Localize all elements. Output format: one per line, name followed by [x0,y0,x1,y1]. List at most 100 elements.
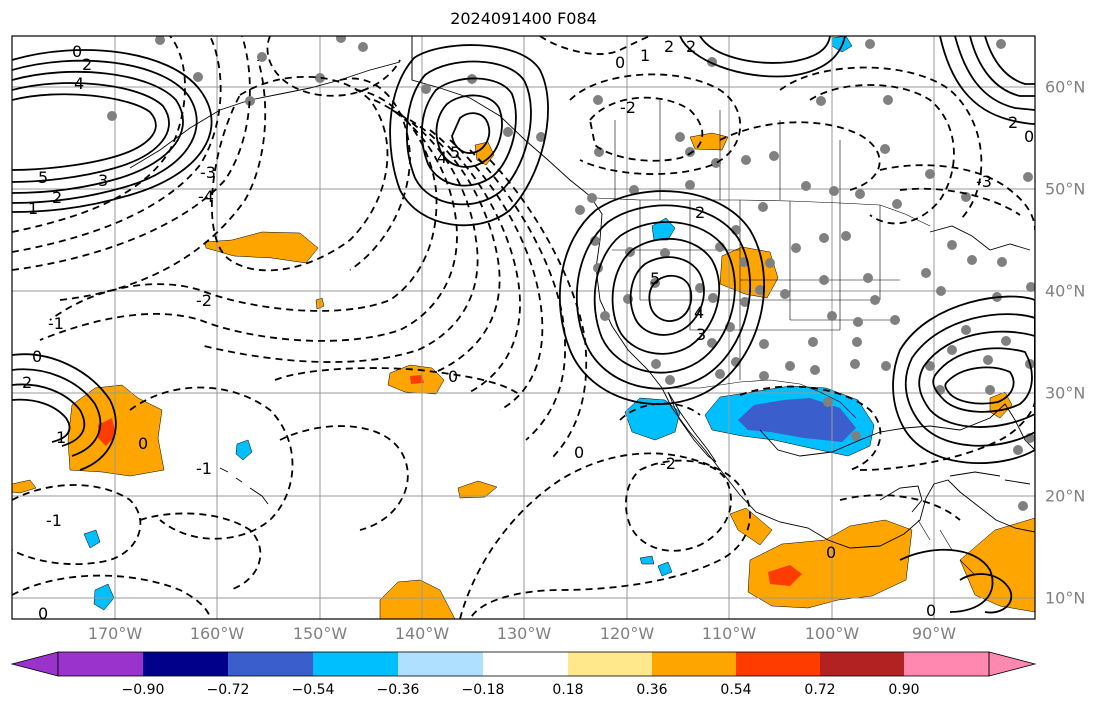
colorbar-tick-label: 0.72 [804,682,836,698]
us-mexico-border [662,379,857,419]
latitude-label: 30°N [1045,383,1086,403]
map-frame [11,35,1036,620]
contour-label: 5 [38,168,48,187]
negative-anomaly-area [738,398,856,442]
positive-anomaly-area [204,231,319,264]
colorbar-tick-label: 0.18 [552,682,584,698]
contour-label: -1 [46,511,62,530]
longitude-label: 170°W [87,624,143,643]
contour-label: 2 [695,203,705,222]
state-borders [612,200,900,380]
colorbar-segment [736,652,820,676]
colorbar-segment [313,652,398,676]
positive-anomaly-area [747,519,913,609]
yucatan-coastline [879,485,923,513]
negative-anomaly-area [657,561,673,577]
colorbar-extend-high [988,651,1037,677]
caribbean-islands [949,471,1031,485]
contour-label: -2 [620,98,636,117]
longitude-label: 160°W [189,624,245,643]
longitude-label: 140°W [394,624,450,643]
central-america-borders [917,519,976,576]
contour-label: 2 [1008,113,1018,132]
canada-provinces [411,36,841,203]
contour-label: 0 [1024,127,1034,146]
negative-anomaly-area [651,217,676,241]
colorbar-tick-label: 0.90 [888,682,920,698]
political-borders [411,36,976,576]
gridlines [12,36,1035,619]
colorbar-segment [228,652,313,676]
negative-contours [12,36,1035,619]
contour-label: 3 [98,171,108,190]
contour-label: 0 [32,347,42,366]
contour-label: -2 [660,454,676,473]
longitude-label: 150°W [292,624,348,643]
gulf-coastline [759,403,1035,457]
colorbar [10,651,1037,677]
coastlines [129,36,1035,549]
colorbar-segment [652,652,736,676]
positive-anomaly-area [729,507,773,546]
contour-label: 0 [615,53,625,72]
contour-label: 2 [686,37,696,56]
colorbar-segment [568,652,652,676]
colorbar-segment [483,652,568,676]
station-markers [107,36,1035,511]
latitude-label: 40°N [1045,281,1086,301]
contour-label: 0 [38,604,48,623]
latitude-label: 10°N [1045,588,1086,608]
negative-anomaly-area [83,529,101,549]
contour-label: -1 [196,459,212,478]
contour-label: -3 [976,172,992,191]
colorbar-tick-label: −0.72 [206,682,250,698]
colorbar-tick-label: 0.54 [720,682,752,698]
latitude-label: 20°N [1045,486,1086,506]
contour-label: -1 [48,314,64,333]
contour-labels: 0 2 4 5 2 3 1 -3 -4 -2 -1 0 2 1 0 -1 -1 … [22,37,1034,623]
colorbar-segment [58,652,143,676]
contour-label: 4 [694,303,704,322]
contour-label: 1 [640,46,650,65]
latitude-label: 50°N [1045,179,1086,199]
contour-label: 1 [28,199,38,218]
negative-anomaly-area [235,439,253,461]
baja-peninsula [667,391,717,463]
longitude-label: 130°W [496,624,552,643]
positive-anomaly-area [410,375,424,384]
latitude-label: 60°N [1045,77,1086,97]
contour-label: 4 [437,148,447,167]
longitude-label: 110°W [701,624,757,643]
colorbar-segment [904,652,989,676]
contour-label: 4 [74,74,84,93]
contour-label: 5 [650,269,660,288]
colorbar-tick-label: −0.54 [291,682,335,698]
negative-anomaly-area [93,583,115,611]
colorbar-tick-label: −0.36 [376,682,420,698]
positive-anomaly-area [689,132,729,151]
colorbar-extend-low [10,651,59,677]
longitude-label: 120°W [599,624,655,643]
negative-anomaly-area [624,397,681,441]
contour-label: -2 [196,291,212,310]
positive-anomaly-area [768,565,802,586]
positive-anomaly-area [98,418,116,446]
colorbar-segment [820,652,904,676]
positive-anomaly-area [12,479,37,494]
contour-label: -3 [200,163,216,182]
colorbar-segment [143,652,228,676]
colorbar-tick-label: 0.36 [636,682,668,698]
longitude-label: 100°W [804,624,860,643]
contour-label: 0 [448,367,458,386]
contour-label: 2 [22,373,32,392]
shaded-anomaly-regions [12,36,1035,619]
positive-anomaly-area [379,579,456,619]
map-title: 2024091400 F084 [450,9,597,28]
positive-anomaly-area [457,480,498,499]
contour-label: 0 [574,443,584,462]
great-lakes [929,225,1031,251]
contour-label: 0 [138,434,148,453]
contour-label: 0 [826,543,836,562]
contour-label: 0 [926,601,936,620]
